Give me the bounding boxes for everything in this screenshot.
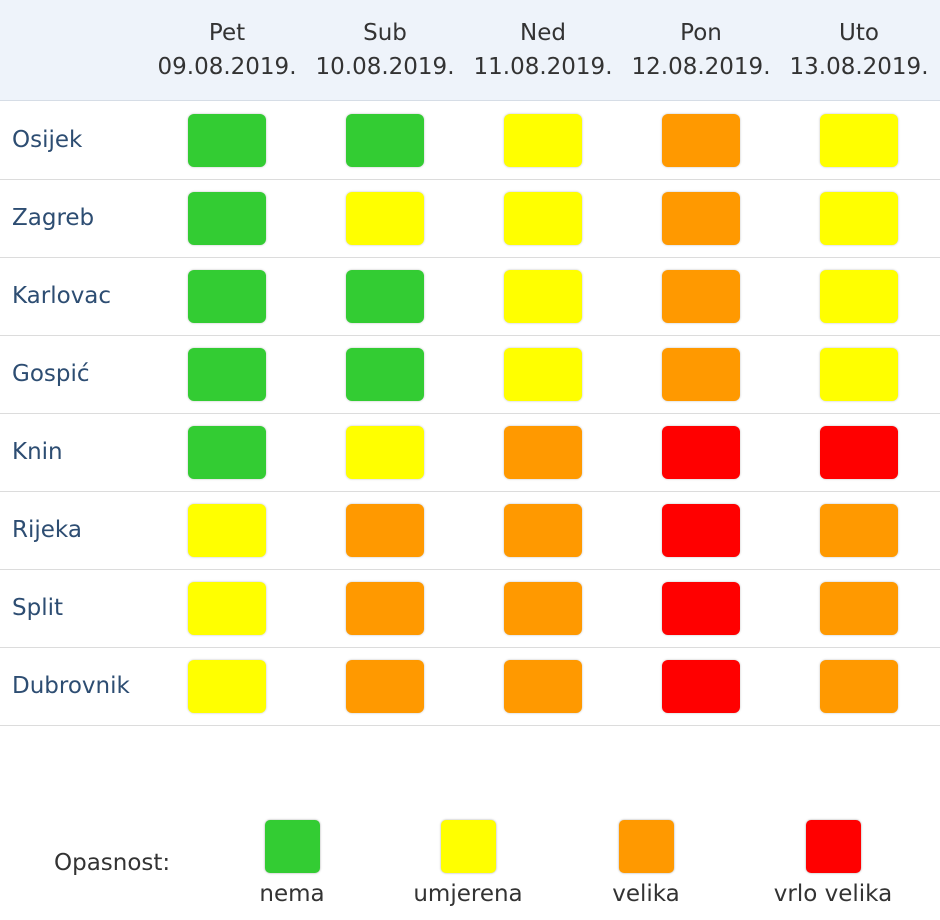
danger-cell — [662, 270, 740, 323]
city-label: Knin — [12, 439, 63, 465]
table-row: Dubrovnik — [0, 647, 940, 726]
danger-cell — [346, 582, 424, 635]
city-label: Karlovac — [12, 283, 112, 309]
danger-cell — [504, 270, 582, 323]
legend-item: nema — [202, 820, 382, 907]
legend-label: Opasnost: — [54, 850, 171, 876]
danger-cell — [820, 660, 898, 713]
day-date: 11.08.2019. — [473, 54, 613, 80]
day-name: Uto — [839, 20, 879, 46]
danger-cell — [188, 348, 266, 401]
city-label: Split — [12, 595, 63, 621]
legend-text: nema — [259, 881, 325, 907]
danger-cell — [662, 582, 740, 635]
danger-cell — [504, 114, 582, 167]
column-header: Sub 10.08.2019. — [310, 16, 460, 84]
city-label: Zagreb — [12, 205, 95, 231]
legend-item: velika — [556, 820, 736, 907]
table-row: Gospić — [0, 335, 940, 414]
column-header: Ned 11.08.2019. — [468, 16, 618, 84]
danger-cell — [820, 582, 898, 635]
danger-cell — [188, 582, 266, 635]
day-name: Ned — [520, 20, 566, 46]
danger-cell — [820, 114, 898, 167]
city-label: Dubrovnik — [12, 673, 130, 699]
day-name: Pet — [208, 20, 246, 46]
danger-cell — [188, 426, 266, 479]
danger-cell — [346, 504, 424, 557]
danger-cell — [346, 114, 424, 167]
danger-cell — [662, 660, 740, 713]
danger-cell — [662, 348, 740, 401]
table-header: Pet 09.08.2019. Sub 10.08.2019. Ned 11.08.201… — [0, 0, 940, 101]
city-label: Rijeka — [12, 517, 82, 543]
legend-text: umjerena — [413, 881, 523, 907]
day-date: 09.08.2019. — [157, 54, 297, 80]
danger-cell — [346, 348, 424, 401]
danger-cell — [820, 270, 898, 323]
danger-cell — [504, 426, 582, 479]
day-date: 10.08.2019. — [315, 54, 455, 80]
danger-cell — [662, 426, 740, 479]
danger-cell — [662, 504, 740, 557]
danger-cell — [188, 192, 266, 245]
danger-cell — [346, 660, 424, 713]
legend-item: umjerena — [378, 820, 558, 907]
danger-cell — [820, 348, 898, 401]
table-row: Split — [0, 569, 940, 648]
legend-text: velika — [612, 881, 680, 907]
danger-cell — [188, 660, 266, 713]
day-name: Sub — [363, 20, 407, 46]
danger-cell — [504, 504, 582, 557]
column-header: Uto 13.08.2019. — [784, 16, 934, 84]
table-row: Karlovac — [0, 257, 940, 336]
column-header: Pet 09.08.2019. — [152, 16, 302, 84]
city-label: Osijek — [12, 127, 83, 153]
danger-cell — [820, 426, 898, 479]
danger-cell — [504, 348, 582, 401]
danger-cell — [504, 582, 582, 635]
danger-cell — [504, 192, 582, 245]
legend-item: vrlo velika — [743, 820, 923, 907]
legend-text: vrlo velika — [773, 881, 893, 907]
legend-swatch — [618, 820, 674, 873]
danger-cell — [820, 504, 898, 557]
table-row: Osijek — [0, 101, 940, 180]
danger-cell — [662, 114, 740, 167]
table-row: Rijeka — [0, 491, 940, 570]
danger-cell — [504, 660, 582, 713]
legend-swatch — [805, 820, 861, 873]
city-label: Gospić — [12, 361, 90, 387]
danger-cell — [188, 114, 266, 167]
day-date: 13.08.2019. — [789, 54, 929, 80]
danger-cell — [346, 426, 424, 479]
danger-cell — [188, 504, 266, 557]
danger-cell — [346, 192, 424, 245]
danger-cell — [662, 192, 740, 245]
danger-cell — [188, 270, 266, 323]
day-name: Pon — [680, 20, 722, 46]
table-row: Zagreb — [0, 179, 940, 258]
danger-cell — [820, 192, 898, 245]
danger-cell — [346, 270, 424, 323]
legend-swatch — [264, 820, 320, 873]
day-date: 12.08.2019. — [631, 54, 771, 80]
table-row: Knin — [0, 413, 940, 492]
legend-swatch — [440, 820, 496, 873]
column-header: Pon 12.08.2019. — [626, 16, 776, 84]
